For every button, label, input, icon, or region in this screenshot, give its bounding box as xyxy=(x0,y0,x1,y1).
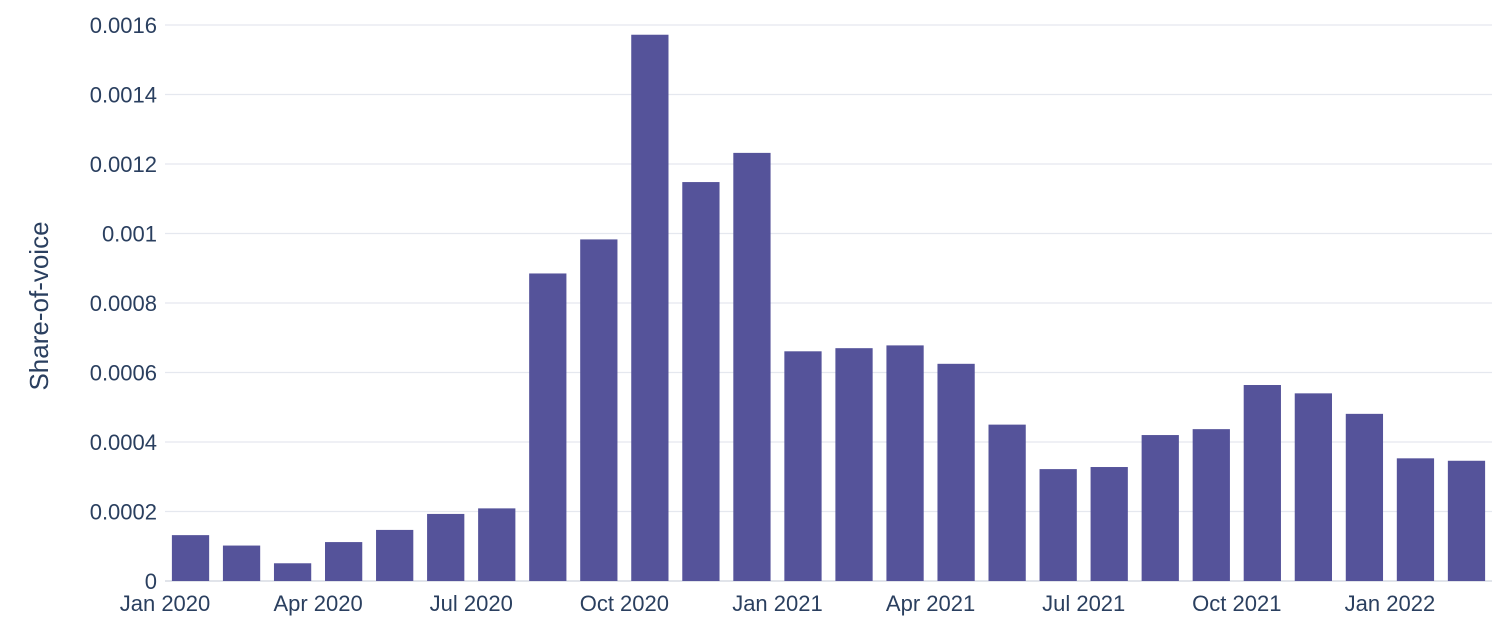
bar[interactable] xyxy=(1090,467,1128,581)
bar[interactable] xyxy=(682,182,720,581)
y-tick-label: 0.001 xyxy=(102,222,157,247)
bar[interactable] xyxy=(1294,393,1332,581)
bars xyxy=(171,34,1486,582)
y-axis-ticks: 0 0.0002 0.0004 0.0006 0.0008 0.001 0.0012 0.00… xyxy=(90,13,157,594)
y-axis-title: Share-of-voice xyxy=(24,221,54,390)
y-tick-label: 0.0016 xyxy=(90,13,157,38)
bar[interactable] xyxy=(937,363,975,581)
bar[interactable] xyxy=(171,535,210,581)
bar[interactable] xyxy=(478,508,516,581)
x-tick-label: Jul 2021 xyxy=(1042,591,1125,616)
bar[interactable] xyxy=(733,152,771,581)
x-tick-label: Jan 2020 xyxy=(120,591,211,616)
y-tick-label: 0.0006 xyxy=(90,361,157,386)
y-tick-label: 0.0008 xyxy=(90,291,157,316)
bar[interactable] xyxy=(1141,435,1179,581)
x-tick-label: Oct 2020 xyxy=(580,591,669,616)
x-tick-label: Apr 2020 xyxy=(273,591,362,616)
x-tick-label: Apr 2021 xyxy=(886,591,975,616)
bar[interactable] xyxy=(886,345,924,581)
bar[interactable] xyxy=(273,563,312,581)
x-tick-label: Jan 2022 xyxy=(1345,591,1436,616)
bar[interactable] xyxy=(1192,429,1230,581)
y-tick-label: 0.0002 xyxy=(90,500,157,525)
y-tick-label: 0.0014 xyxy=(90,83,157,108)
bar[interactable] xyxy=(1396,458,1435,581)
x-axis-ticks: Jan 2020 Apr 2020 Jul 2020 Oct 2020 Jan 2021… xyxy=(120,591,1435,616)
bar[interactable] xyxy=(631,34,669,582)
bar[interactable] xyxy=(784,351,822,581)
bar[interactable] xyxy=(222,545,261,581)
x-tick-label: Jan 2021 xyxy=(732,591,823,616)
y-tick-label: 0.0012 xyxy=(90,152,157,177)
bar[interactable] xyxy=(427,513,465,581)
bar[interactable] xyxy=(1243,385,1281,581)
bar[interactable] xyxy=(988,424,1026,581)
bar[interactable] xyxy=(1447,460,1486,581)
bar[interactable] xyxy=(376,529,414,581)
y-tick-label: 0.0004 xyxy=(90,430,157,455)
bar[interactable] xyxy=(1345,413,1384,581)
gridlines xyxy=(165,24,1492,582)
y-tick-label: 0 xyxy=(145,569,157,594)
bar[interactable] xyxy=(835,348,873,581)
bar[interactable] xyxy=(529,273,567,581)
bar[interactable] xyxy=(1039,469,1077,581)
bar[interactable] xyxy=(580,239,618,581)
bar[interactable] xyxy=(325,542,363,581)
x-tick-label: Oct 2021 xyxy=(1192,591,1281,616)
x-tick-label: Jul 2020 xyxy=(430,591,513,616)
